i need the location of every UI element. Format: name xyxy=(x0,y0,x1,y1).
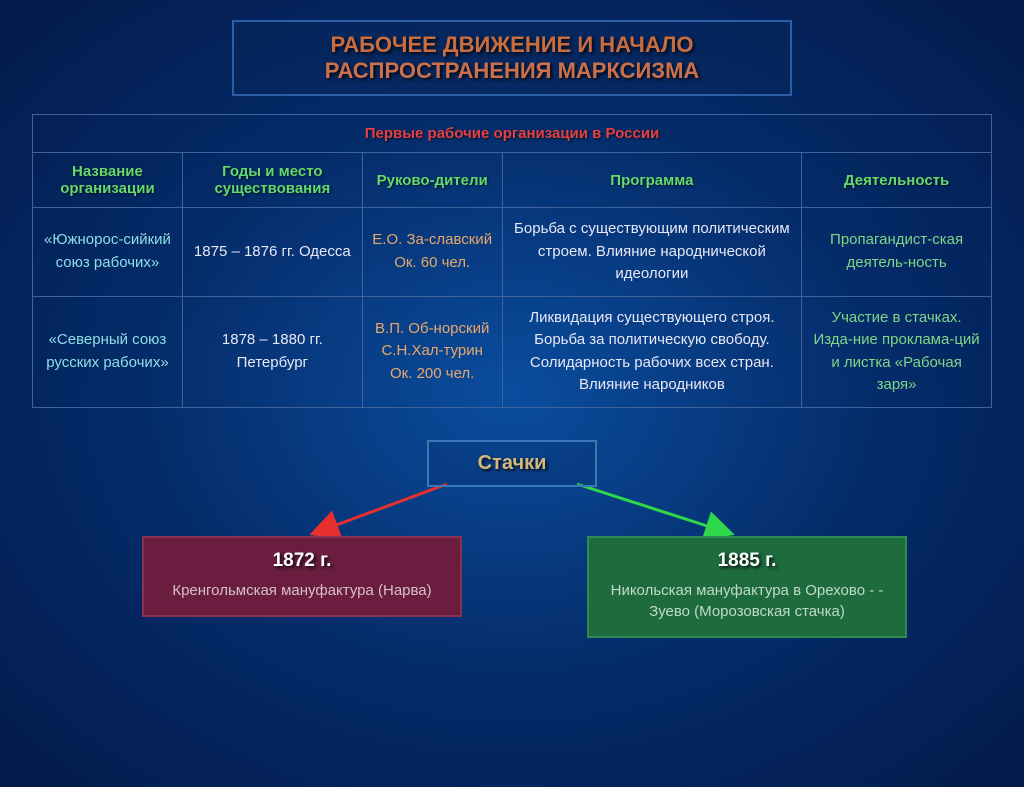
cell-years: 1878 – 1880 гг. Петербург xyxy=(182,296,362,407)
header-name: Название организации xyxy=(33,153,183,208)
strike-right-box: 1885 г. Никольская мануфактура в Орехово… xyxy=(587,536,907,638)
cell-program: Борьба с существующим политическим строе… xyxy=(502,208,802,297)
header-years: Годы и место существования xyxy=(182,153,362,208)
cell-activity: Участие в стачках. Изда-ние проклама-ций… xyxy=(802,296,992,407)
strike-left-year: 1872 г. xyxy=(154,550,450,572)
page-title-box: РАБОЧЕЕ ДВИЖЕНИЕ И НАЧАЛО РАСПРОСТРАНЕНИ… xyxy=(232,20,792,96)
strike-left-desc: Кренгольмская мануфактура (Нарва) xyxy=(154,580,450,601)
header-activity: Деятельность xyxy=(802,153,992,208)
table-row: «Южнорос-сийкий союз рабочих» 1875 – 187… xyxy=(33,208,992,297)
cell-name: «Северный союз русских рабочих» xyxy=(33,296,183,407)
strike-right-desc: Никольская мануфактура в Орехово - - Зуе… xyxy=(599,580,895,622)
strikes-label: Стачки xyxy=(478,452,547,474)
strikes-diagram: Стачки 1872 г. Кренгольмская мануфактура… xyxy=(32,416,992,646)
title-line2: РАСПРОСТРАНЕНИЯ МАРКСИЗМА xyxy=(325,58,700,83)
cell-leaders: Е.О. За-славский Ок. 60 чел. xyxy=(362,208,502,297)
title-line1: РАБОЧЕЕ ДВИЖЕНИЕ И НАЧАЛО xyxy=(330,32,693,57)
strikes-center-box: Стачки xyxy=(427,440,597,487)
cell-name: «Южнорос-сийкий союз рабочих» xyxy=(33,208,183,297)
header-program: Программа xyxy=(502,153,802,208)
strike-right-year: 1885 г. xyxy=(599,550,895,572)
table-row: «Северный союз русских рабочих» 1878 – 1… xyxy=(33,296,992,407)
cell-program: Ликвидация существующего строя. Борьба з… xyxy=(502,296,802,407)
organizations-table: Первые рабочие организации в России Назв… xyxy=(32,114,992,408)
strike-left-box: 1872 г. Кренгольмская мануфактура (Нарва… xyxy=(142,536,462,617)
cell-years: 1875 – 1876 гг. Одесса xyxy=(182,208,362,297)
cell-leaders: В.П. Об-норский С.Н.Хал-турин Ок. 200 че… xyxy=(362,296,502,407)
header-leaders: Руково-дители xyxy=(362,153,502,208)
table-subtitle: Первые рабочие организации в России xyxy=(33,115,992,153)
cell-activity: Пропагандист-ская деятель-ность xyxy=(802,208,992,297)
